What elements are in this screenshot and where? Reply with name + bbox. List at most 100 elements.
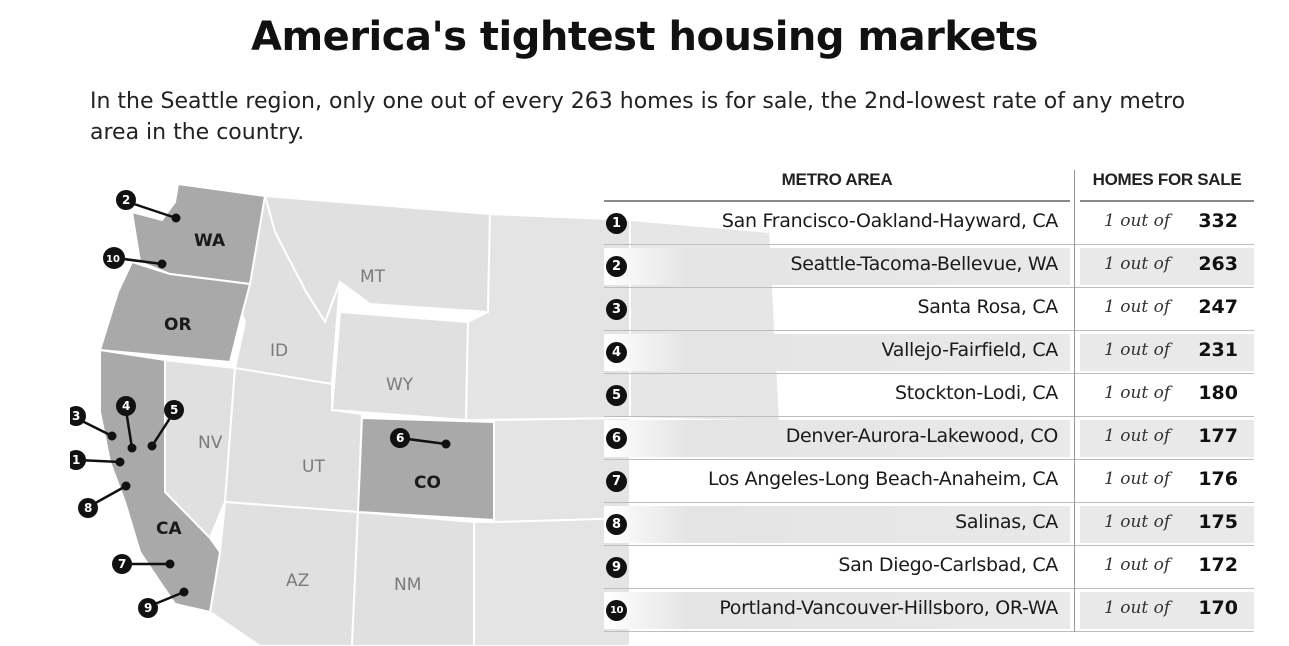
- svg-text:7: 7: [118, 557, 126, 571]
- homes-ratio: 1 out of 180: [1104, 382, 1238, 404]
- metro-name: Seattle-Tacoma-Bellevue, WA: [790, 253, 1058, 275]
- row-divider: [604, 373, 1254, 374]
- ratio-prefix: 1 out of: [1104, 383, 1171, 403]
- state-label-wy: WY: [386, 375, 414, 395]
- table-row: 10 Portland-Vancouver-Hillsboro, OR-WA 1 o…: [604, 589, 1254, 632]
- homes-ratio: 1 out of 176: [1104, 468, 1238, 490]
- header-rule: [1080, 200, 1254, 202]
- ratio-prefix: 1 out of: [1104, 340, 1171, 360]
- chart-subtitle: In the Seattle region, only one out of e…: [90, 89, 1186, 145]
- ratio-prefix: 1 out of: [1104, 297, 1171, 317]
- row-background: [1080, 248, 1254, 285]
- header-rule: [604, 200, 1070, 202]
- svg-text:5: 5: [170, 403, 178, 417]
- pin-6: 6: [390, 428, 451, 449]
- rank-badge: 2: [606, 256, 627, 277]
- metro-name: San Francisco-Oakland-Hayward, CA: [721, 210, 1058, 232]
- state-label-nv: NV: [198, 433, 223, 453]
- row-background: [1080, 506, 1254, 543]
- metro-name: Los Angeles-Long Beach-Anaheim, CA: [708, 468, 1058, 490]
- ratio-value: 176: [1198, 468, 1238, 490]
- table-row: 3 Santa Rosa, CA 1 out of 247: [604, 288, 1254, 331]
- row-divider: [604, 631, 1254, 632]
- row-background: [1080, 592, 1254, 629]
- table-row: 9 San Diego-Carlsbad, CA 1 out of 172: [604, 546, 1254, 589]
- rank-badge: 4: [606, 342, 627, 363]
- homes-ratio: 1 out of 263: [1104, 253, 1238, 275]
- row-background: [604, 248, 1070, 285]
- row-divider: [604, 244, 1254, 245]
- ratio-value: 247: [1198, 296, 1238, 318]
- row-background: [604, 420, 1070, 457]
- table-row: 6 Denver-Aurora-Lakewood, CO 1 out of 177: [604, 417, 1254, 460]
- state-or: [98, 260, 252, 364]
- table-row: 8 Salinas, CA 1 out of 175: [604, 503, 1254, 546]
- pin-5: 5: [147, 400, 184, 451]
- chart-title: America's tightest housing markets: [251, 14, 1038, 60]
- rank-badge: 5: [606, 385, 627, 406]
- pin-9: 9: [138, 587, 189, 618]
- pin-8: 8: [78, 481, 131, 518]
- table-row: 5 Stockton-Lodi, CA 1 out of 180: [604, 374, 1254, 417]
- row-divider: [604, 330, 1254, 331]
- table-row: 7 Los Angeles-Long Beach-Anaheim, CA 1 out…: [604, 460, 1254, 503]
- homes-ratio: 1 out of 247: [1104, 296, 1238, 318]
- ratio-prefix: 1 out of: [1104, 598, 1171, 618]
- rank-badge: 6: [606, 428, 627, 449]
- rank-badge: 1: [606, 213, 627, 234]
- row-divider: [604, 416, 1254, 417]
- row-background: [604, 334, 1070, 371]
- ratio-prefix: 1 out of: [1104, 426, 1171, 446]
- state-label-az: AZ: [286, 571, 309, 591]
- pin-3: 3: [70, 406, 117, 441]
- svg-text:4: 4: [122, 399, 130, 413]
- row-divider: [604, 545, 1254, 546]
- rank-badge: 9: [606, 557, 627, 578]
- homes-ratio: 1 out of 231: [1104, 339, 1238, 361]
- homes-ratio: 1 out of 170: [1104, 597, 1238, 619]
- row-divider: [604, 287, 1254, 288]
- metro-name: San Diego-Carlsbad, CA: [838, 554, 1058, 576]
- metro-name: Portland-Vancouver-Hillsboro, OR-WA: [719, 597, 1058, 619]
- rank-badge: 10: [606, 600, 627, 621]
- column-header-metro: METRO AREA: [781, 170, 893, 189]
- state-label-wa: WA: [194, 231, 226, 251]
- pin-2: 2: [116, 190, 181, 223]
- ratio-prefix: 1 out of: [1104, 512, 1171, 532]
- ratio-value: 231: [1198, 339, 1238, 361]
- state-label-ca: CA: [156, 519, 182, 539]
- svg-text:2: 2: [122, 193, 130, 207]
- rank-badge: 8: [606, 514, 627, 535]
- metro-name: Denver-Aurora-Lakewood, CO: [785, 425, 1059, 447]
- rank-badge: 7: [606, 471, 627, 492]
- ratio-value: 170: [1198, 597, 1238, 619]
- rank-badge: 3: [606, 299, 627, 320]
- svg-text:9: 9: [144, 601, 152, 615]
- svg-text:6: 6: [396, 431, 404, 445]
- homes-ratio: 1 out of 332: [1104, 210, 1238, 232]
- state-nm: [350, 510, 475, 646]
- pin-10: 10: [103, 247, 167, 269]
- state-label-mt: MT: [360, 267, 386, 287]
- homes-ratio: 1 out of 172: [1104, 554, 1238, 576]
- state-az: [208, 500, 360, 646]
- table-row: 1 San Francisco-Oakland-Hayward, CA 1 out …: [604, 202, 1254, 245]
- svg-text:3: 3: [72, 409, 80, 423]
- pin-4: 4: [116, 396, 137, 453]
- row-background: [1080, 334, 1254, 371]
- metro-name: Stockton-Lodi, CA: [894, 382, 1058, 404]
- row-divider: [604, 502, 1254, 503]
- metro-name: Salinas, CA: [955, 511, 1058, 533]
- svg-text:8: 8: [84, 501, 92, 515]
- homes-ratio: 1 out of 177: [1104, 425, 1238, 447]
- ratio-prefix: 1 out of: [1104, 211, 1171, 231]
- ratio-prefix: 1 out of: [1104, 254, 1171, 274]
- svg-text:10: 10: [106, 254, 120, 265]
- state-label-co: CO: [414, 473, 441, 493]
- table-row: 2 Seattle-Tacoma-Bellevue, WA 1 out of 263: [604, 245, 1254, 288]
- row-background: [1080, 420, 1254, 457]
- ratio-prefix: 1 out of: [1104, 555, 1171, 575]
- ratio-value: 332: [1198, 210, 1238, 232]
- ratio-prefix: 1 out of: [1104, 469, 1171, 489]
- ratio-value: 180: [1198, 382, 1238, 404]
